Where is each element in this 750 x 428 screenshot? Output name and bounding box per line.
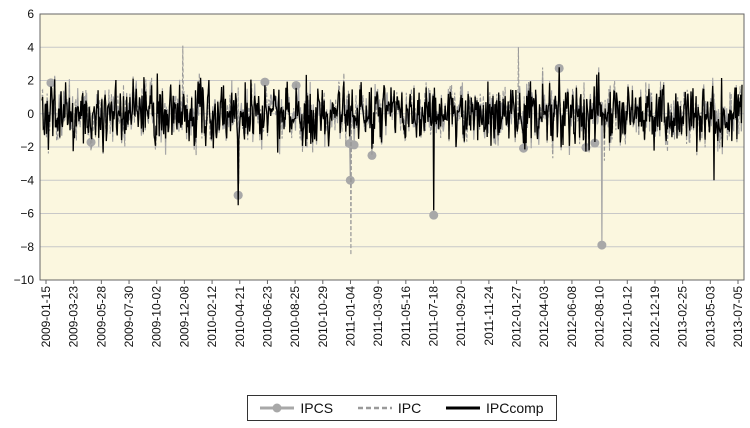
series-ipccomp bbox=[41, 67, 743, 211]
x-axis-ticks: 2009-01-15 2009-03-23 2009-05-28 2009-07-30… bbox=[39, 280, 745, 347]
x-tick-label: 2012-01-27 bbox=[510, 286, 524, 348]
x-tick-label: 2011-03-09 bbox=[371, 286, 385, 347]
x-tick-label: 2011-01-04 bbox=[343, 286, 357, 347]
legend-item-ipccomp: IPCcomp bbox=[446, 400, 544, 416]
x-tick-label: 2010-04-21 bbox=[233, 286, 247, 348]
x-tick-label: 2012-04-03 bbox=[537, 286, 551, 348]
x-tick-label: 2009-12-08 bbox=[177, 286, 191, 348]
x-tick-label: 2009-03-23 bbox=[67, 286, 81, 348]
y-axis-ticks: 6 4 2 0 −2 −4 −6 −8 −10 bbox=[14, 7, 35, 287]
legend-label-ipc: IPC bbox=[397, 400, 422, 416]
plot-border bbox=[39, 13, 745, 281]
x-tick-label: 2011-11-24 bbox=[482, 286, 496, 346]
x-tick-label: 2012-12-19 bbox=[648, 286, 662, 348]
data-point-ipcs bbox=[260, 77, 270, 87]
y-tick-label: 2 bbox=[27, 74, 34, 88]
x-tick-label: 2009-01-15 bbox=[39, 286, 53, 348]
y-tick-label: −10 bbox=[14, 273, 35, 287]
data-point-ipcs bbox=[46, 78, 56, 88]
x-tick-label: 2012-08-10 bbox=[593, 286, 607, 348]
data-point-ipcs bbox=[429, 210, 439, 220]
y-tick-label: 6 bbox=[27, 7, 34, 21]
legend-item-ipc: IPC bbox=[357, 400, 422, 416]
x-tick-label: 2009-10-02 bbox=[150, 286, 164, 348]
x-tick-label: 2010-10-29 bbox=[316, 286, 330, 348]
x-tick-label: 2010-02-12 bbox=[205, 286, 219, 348]
legend-swatch-ipc bbox=[357, 402, 392, 414]
series-line-ipccomp bbox=[41, 67, 743, 211]
x-tick-label: 2011-05-16 bbox=[399, 286, 413, 347]
x-tick-label: 2013-02-25 bbox=[676, 286, 690, 348]
x-tick-label: 2012-06-08 bbox=[565, 286, 579, 348]
legend-label-ipcs: IPCS bbox=[300, 400, 334, 416]
legend-swatch-ipcs bbox=[260, 402, 295, 414]
x-tick-label: 2009-07-30 bbox=[122, 286, 136, 348]
x-tick-label: 2010-08-25 bbox=[288, 286, 302, 348]
y-tick-label: −2 bbox=[20, 140, 34, 154]
data-point-ipcs bbox=[597, 240, 607, 250]
y-tick-label: −6 bbox=[20, 207, 34, 221]
legend-item-ipcs: IPCS bbox=[260, 400, 333, 416]
y-tick-label: −8 bbox=[20, 240, 34, 254]
x-tick-label: 2013-07-05 bbox=[731, 286, 745, 348]
legend-label-ipccomp: IPCcomp bbox=[486, 400, 544, 416]
data-point-ipcs bbox=[367, 150, 377, 160]
x-tick-label: 2013-05-03 bbox=[703, 286, 717, 348]
data-point-ipcs bbox=[590, 138, 600, 148]
x-tick-label: 2012-10-12 bbox=[620, 286, 634, 348]
legend: IPCS IPC IPCcomp bbox=[247, 395, 557, 421]
x-tick-label: 2011-09-20 bbox=[454, 286, 468, 347]
y-tick-label: 4 bbox=[27, 40, 34, 54]
legend-swatch-ipccomp bbox=[446, 402, 481, 414]
y-tick-label: 0 bbox=[27, 107, 34, 121]
x-tick-label: 2011-07-18 bbox=[427, 286, 441, 347]
y-tick-label: −4 bbox=[20, 173, 34, 187]
x-tick-label: 2009-05-28 bbox=[94, 286, 108, 348]
x-tick-label: 2010-06-23 bbox=[260, 286, 274, 348]
